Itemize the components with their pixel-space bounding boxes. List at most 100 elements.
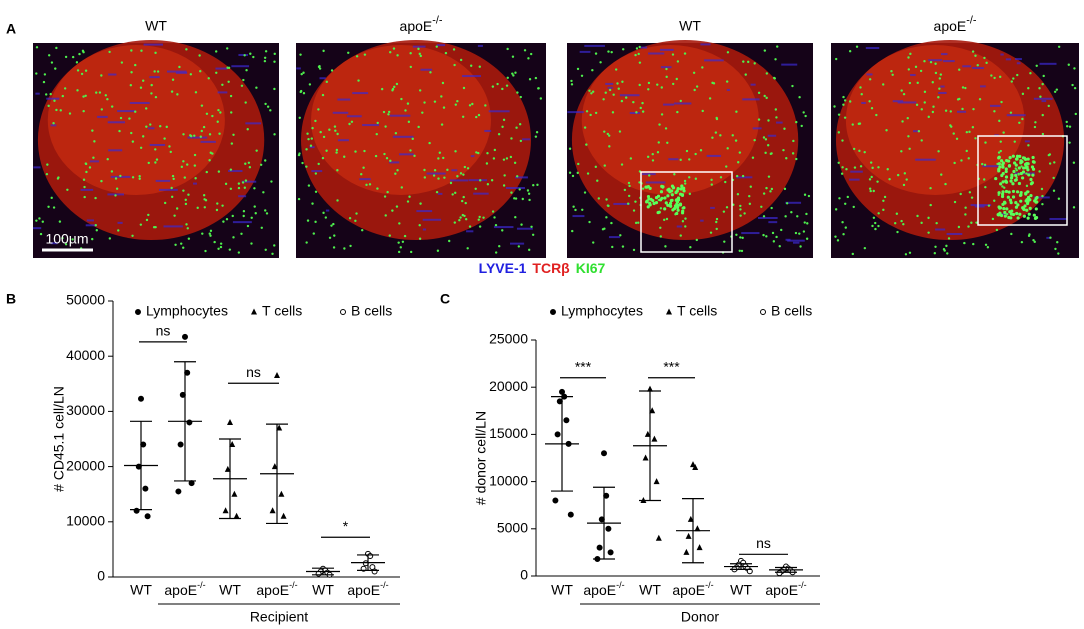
ki67-cell (1047, 153, 1051, 157)
ki67-cluster (1032, 213, 1036, 217)
ki67-cell (395, 205, 399, 208)
ki67-cell (585, 143, 588, 146)
ki67-cell (138, 177, 141, 180)
lyve-vessel (706, 154, 722, 157)
ki67-cell (1052, 189, 1056, 192)
ki67-cell (837, 113, 841, 116)
ki67-cell (84, 69, 88, 72)
ki67-cell (968, 130, 971, 134)
ki67-cell (920, 221, 923, 225)
error-bar (730, 563, 752, 570)
ki67-cell (482, 216, 485, 219)
ki67-cluster (652, 201, 656, 206)
ki67-cluster (1023, 204, 1027, 208)
y-tick-label: 20000 (66, 457, 105, 473)
ki67-cell (605, 216, 608, 219)
ki67-cell (917, 129, 921, 133)
lyve-vessel (659, 48, 674, 51)
ki67-cluster (646, 205, 650, 209)
lyve-vessel (107, 121, 126, 124)
lyve-vessel (668, 158, 679, 161)
ki67-cell (335, 151, 338, 154)
lyve-vessel (757, 216, 778, 219)
ki67-cluster (682, 186, 686, 190)
ki67-cell (629, 157, 633, 160)
lyve-vessel (640, 46, 648, 49)
ki67-cell (1012, 77, 1015, 80)
ki67-cell (1057, 252, 1060, 255)
ki67-cell (638, 181, 641, 184)
ki67-cell (237, 182, 241, 185)
ki67-cell (603, 164, 606, 167)
ki67-cell (695, 238, 699, 242)
lyve-vessel (1005, 58, 1012, 61)
ki67-cell (845, 168, 848, 171)
lyve-vessel (192, 182, 197, 185)
lyve-vessel (422, 228, 427, 231)
ki67-cell (417, 125, 420, 129)
ki67-cell (590, 92, 593, 95)
ki67-cell (240, 232, 243, 235)
ki67-cell (907, 68, 911, 71)
data-point (596, 544, 603, 551)
ki67-cell (52, 122, 55, 125)
ki67-cell (305, 165, 308, 168)
ki67-cell (153, 70, 156, 73)
ki67-cell (1010, 80, 1013, 83)
ki67-cell (383, 152, 386, 156)
ki67-cell (765, 235, 768, 238)
ki67-cell (621, 245, 625, 248)
ki67-cell (1071, 83, 1074, 87)
y-axis-label: # donor cell/LN (473, 411, 489, 505)
ki67-cell (241, 181, 245, 184)
ki67-cell (479, 179, 482, 182)
ki67-cell (634, 221, 638, 225)
ki67-cell (1074, 112, 1077, 116)
ki67-cell (232, 236, 235, 239)
ki67-cell (95, 229, 98, 232)
ki67-cell (714, 131, 718, 134)
ki67-cell (763, 49, 767, 52)
label-superscript: -/- (966, 15, 977, 27)
ki67-cell (637, 221, 640, 224)
ki67-cell (664, 245, 667, 248)
ki67-cell (608, 134, 611, 137)
lyve-vessel (332, 111, 349, 114)
ki67-cell (599, 61, 602, 64)
ki67-cell (343, 247, 346, 250)
ki67-cell (180, 242, 183, 245)
ki67-cell (82, 178, 86, 181)
ki67-cell (189, 73, 193, 76)
y-tick-label: 40000 (66, 347, 105, 363)
ki67-cell (900, 219, 903, 223)
ki67-cell (694, 152, 697, 156)
ki67-cell (100, 179, 103, 183)
ki67-cluster (1004, 175, 1009, 179)
ki67-cell (774, 58, 777, 61)
ki67-cell (469, 64, 473, 67)
lyve-vessel (946, 232, 963, 235)
x-tick-label: apoE-/- (672, 580, 713, 598)
lyve-vessel (200, 140, 216, 143)
x-tick-label: WT (551, 582, 573, 598)
lyve-vessel (849, 178, 860, 181)
ki67-cell (376, 121, 379, 125)
ki67-cell (330, 69, 334, 72)
ki67-cell (82, 109, 85, 113)
ki67-cell (679, 158, 682, 162)
ki67-cell (607, 50, 610, 53)
ki67-cluster (1020, 176, 1025, 180)
ki67-cell (944, 182, 947, 186)
ki67-cell (219, 245, 223, 249)
ki67-cell (230, 111, 233, 114)
ki67-cell (762, 215, 766, 218)
ki67-cell (1072, 161, 1076, 164)
lyve-vessel (700, 219, 704, 222)
ki67-cell (757, 91, 761, 95)
ki67-cell (934, 245, 937, 249)
lyve-vessel (488, 110, 510, 113)
ki67-cluster (1001, 202, 1005, 206)
ki67-cluster (1027, 173, 1031, 177)
label-superscript: -/- (705, 580, 714, 590)
ki67-cell (660, 86, 663, 89)
